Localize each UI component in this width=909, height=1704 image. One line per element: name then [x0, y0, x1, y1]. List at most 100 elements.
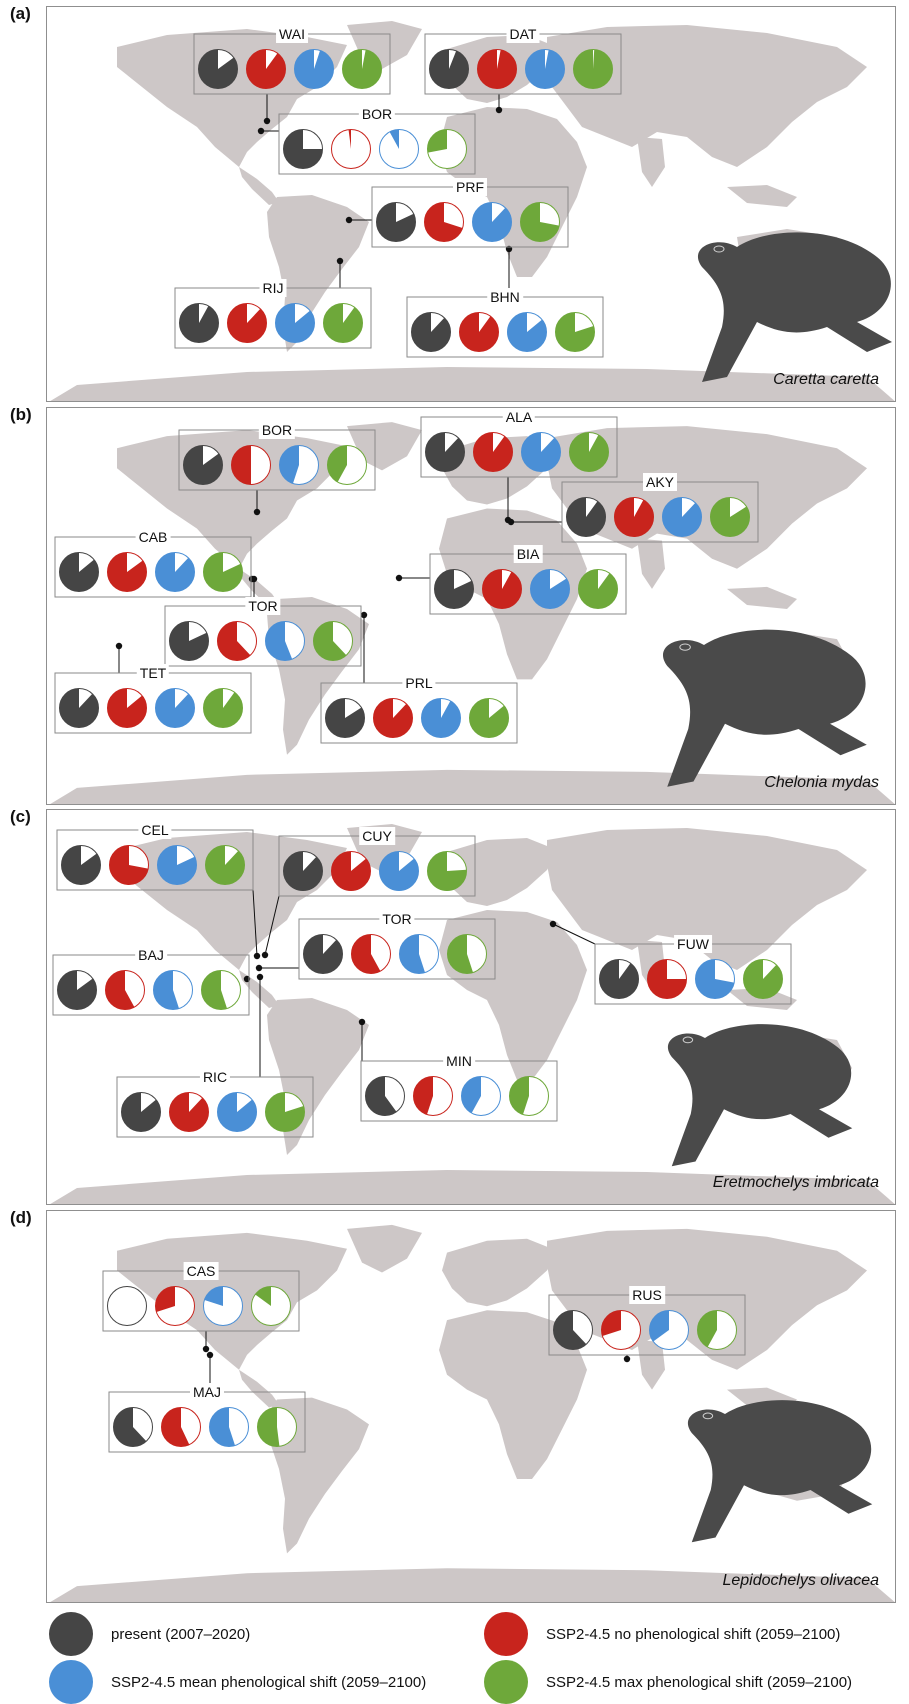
species-name: Caretta caretta: [773, 371, 879, 388]
pie-slice: [530, 569, 570, 609]
pie-slice: [695, 959, 735, 999]
pie-slice: [179, 303, 219, 343]
legend-label-max-shift: SSP2-4.5 max phenological shift (2059–21…: [546, 1673, 853, 1691]
pie-slice: [169, 1092, 209, 1132]
pie-present: [57, 970, 97, 1010]
pie-slice: [283, 129, 323, 169]
pie-no-shift: [614, 497, 654, 537]
pie-slice: [429, 49, 469, 89]
legend-label-no-shift: SSP2-4.5 no phenological shift (2059–210…: [546, 1625, 841, 1643]
pie-mean-shift: [275, 303, 315, 343]
pie-slice: [107, 552, 147, 592]
pie-no-shift: [477, 49, 517, 89]
site-location-dot: [206, 1351, 214, 1359]
pie-slice: [203, 688, 243, 728]
pie-max-shift: [313, 621, 353, 661]
pie-slice: [614, 497, 654, 537]
pie-no-shift: [109, 845, 149, 885]
site-code-label: BOR: [258, 421, 296, 439]
pie-no-shift: [105, 970, 145, 1010]
pie-present: [429, 49, 469, 89]
pie-slice: [265, 621, 293, 661]
pie-no-shift: [107, 552, 147, 592]
pie-max-shift: [251, 1286, 291, 1326]
pie-slice: [294, 49, 334, 89]
pie-mean-shift: [421, 698, 461, 738]
pie-max-shift: [555, 312, 595, 352]
pie-max-shift: [447, 934, 487, 974]
landmass: [547, 1228, 867, 1370]
landmass: [439, 1310, 587, 1479]
pie-slice: [201, 970, 228, 1010]
legend-swatch-no-shift: [484, 1612, 528, 1656]
pie-max-shift: [327, 445, 367, 485]
pie-slice: [279, 445, 299, 484]
legend-item-max-shift: SSP2-4.5 max phenological shift (2059–21…: [484, 1660, 852, 1704]
landmass: [442, 838, 557, 906]
pie-mean-shift: [461, 1076, 501, 1116]
landmass: [727, 185, 797, 207]
panel-label-b: (b): [10, 405, 32, 424]
pie-present: [283, 129, 323, 169]
pie-max-shift: [469, 698, 509, 738]
pie-max-shift: [573, 49, 613, 89]
pie-slice: [198, 49, 238, 89]
pie-slice: [227, 303, 267, 343]
site-code-label: RUS: [629, 1286, 665, 1304]
pie-mean-shift: [157, 845, 197, 885]
site-location-dot: [253, 952, 261, 960]
site-code-label: DAT: [506, 25, 540, 43]
world-map: [50, 21, 895, 401]
pie-max-shift: [203, 688, 243, 728]
pie-slice: [203, 552, 243, 592]
pie-no-shift: [161, 1407, 201, 1447]
map-panel-b: BOR ALA AKY CAB BIA TOR TET PRL Chelonia mydas: [46, 407, 896, 805]
pie-mean-shift: [379, 129, 419, 169]
turtle-eye: [679, 643, 691, 651]
pie-slice: [472, 202, 512, 242]
site-location-dot: [256, 973, 264, 981]
pie-no-shift: [601, 1310, 641, 1350]
pie-present: [566, 497, 606, 537]
pie-slice: [323, 303, 363, 343]
pie-present: [169, 621, 209, 661]
pie-max-shift: [265, 1092, 305, 1132]
legend-item-mean-shift: SSP2-4.5 mean phenological shift (2059–2…: [49, 1660, 426, 1704]
site-location-dot: [202, 1345, 210, 1353]
pie-slice: [61, 845, 101, 885]
turtle-eye: [713, 245, 725, 253]
world-map: [50, 1224, 895, 1602]
map-panel-c: CEL CUY TOR BAJ FUW RIC MIN Eretmochelys imbric…: [46, 809, 896, 1205]
pie-no-shift: [373, 698, 413, 738]
pie-mean-shift: [153, 970, 193, 1010]
landmass: [442, 1238, 557, 1307]
site-location-dot: [255, 964, 263, 972]
site-code-label: TOR: [379, 910, 415, 928]
landmass: [547, 828, 867, 970]
pie-no-shift: [424, 202, 464, 242]
panel-label-a: (a): [10, 4, 31, 23]
pie-slice: [265, 1092, 305, 1132]
pie-slice: [209, 1407, 236, 1447]
pie-slice: [427, 129, 447, 153]
pie-slice: [520, 202, 560, 242]
pie-slice: [59, 688, 99, 728]
pie-slice: [482, 569, 522, 609]
pie-max-shift: [201, 970, 241, 1010]
pie-slice: [327, 445, 347, 483]
pie-mean-shift: [399, 934, 439, 974]
pie-slice: [59, 552, 99, 592]
pie-present: [198, 49, 238, 89]
species-name: Eretmochelys imbricata: [712, 1174, 879, 1191]
legend: present (2007–2020) SSP2-4.5 no phenolog…: [0, 1608, 909, 1704]
pie-present: [121, 1092, 161, 1132]
pie-slice: [379, 851, 419, 891]
world-map: [50, 824, 895, 1204]
leader-line: [552, 923, 596, 945]
pie-max-shift: [323, 303, 363, 343]
pie-slice: [342, 49, 382, 89]
pie-slice: [303, 934, 343, 974]
pie-slice: [376, 202, 416, 242]
pie-no-shift: [155, 1286, 195, 1326]
pie-slice: [231, 445, 251, 485]
